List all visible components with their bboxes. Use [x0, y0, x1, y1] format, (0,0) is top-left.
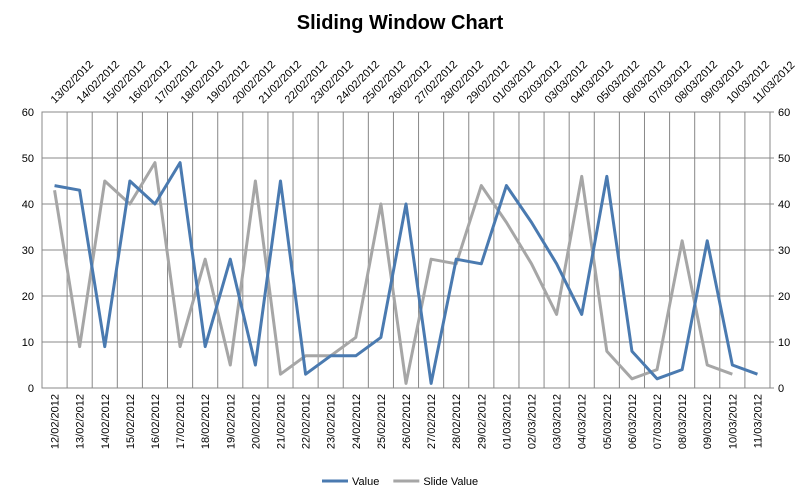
legend-label: Value: [352, 476, 379, 488]
x-tick-label: 02/03/2012: [527, 394, 539, 449]
x-tick-label: 12/02/2012: [50, 394, 62, 449]
x-tick-label: 22/02/2012: [301, 394, 313, 449]
x-tick-label: 04/03/2012: [577, 394, 589, 449]
legend-label: Slide Value: [423, 476, 478, 488]
chart-title: Sliding Window Chart: [297, 12, 504, 34]
y-tick-label: 50: [22, 153, 34, 165]
x-tick-label: 28/02/2012: [451, 394, 463, 449]
x-tick-label: 15/02/2012: [125, 394, 137, 449]
y-tick-label: 30: [22, 245, 34, 257]
y2-tick-label: 50: [778, 153, 790, 165]
x-tick-label: 05/03/2012: [602, 394, 614, 449]
y-tick-label: 40: [22, 199, 34, 211]
y-tick-label: 10: [22, 337, 34, 349]
y2-tick-label: 60: [778, 107, 790, 119]
x-tick-label: 07/03/2012: [652, 394, 664, 449]
x-tick-label: 14/02/2012: [100, 394, 112, 449]
x-tick-label: 21/02/2012: [275, 394, 287, 449]
x-tick-label: 20/02/2012: [250, 394, 262, 449]
y2-tick-label: 10: [778, 337, 790, 349]
y-tick-label: 60: [22, 107, 34, 119]
series-line: [53, 161, 733, 385]
x-tick-label: 24/02/2012: [351, 394, 363, 449]
x-tick-label: 23/02/2012: [326, 394, 338, 449]
y-tick-label: 0: [28, 383, 34, 395]
x-tick-label: 10/03/2012: [727, 394, 739, 449]
x-tick-label: 13/02/2012: [75, 394, 87, 449]
x-tick-label: 16/02/2012: [150, 394, 162, 449]
x-tick-label: 19/02/2012: [225, 394, 237, 449]
y-tick-label: 20: [22, 291, 34, 303]
x-tick-label: 17/02/2012: [175, 394, 187, 449]
x-tick-label: 06/03/2012: [627, 394, 639, 449]
y2-tick-label: 0: [778, 383, 784, 395]
y2-tick-label: 40: [778, 199, 790, 211]
x-tick-label: 03/03/2012: [552, 394, 564, 449]
x-tick-label: 25/02/2012: [376, 394, 388, 449]
x-tick-label: 11/03/2012: [752, 394, 764, 448]
x-tick-label: 01/03/2012: [501, 394, 513, 449]
series-line: [54, 161, 758, 385]
x-tick-label: 18/02/2012: [200, 394, 212, 449]
x-tick-label: 26/02/2012: [401, 394, 413, 449]
x-tick-label: 27/02/2012: [426, 394, 438, 449]
y2-tick-label: 30: [778, 245, 790, 257]
x-tick-label: 09/03/2012: [702, 394, 714, 449]
x-tick-label: 29/02/2012: [476, 394, 488, 449]
x-tick-label: 08/03/2012: [677, 394, 689, 449]
plot-border: [41, 111, 771, 389]
y2-tick-label: 20: [778, 291, 790, 303]
